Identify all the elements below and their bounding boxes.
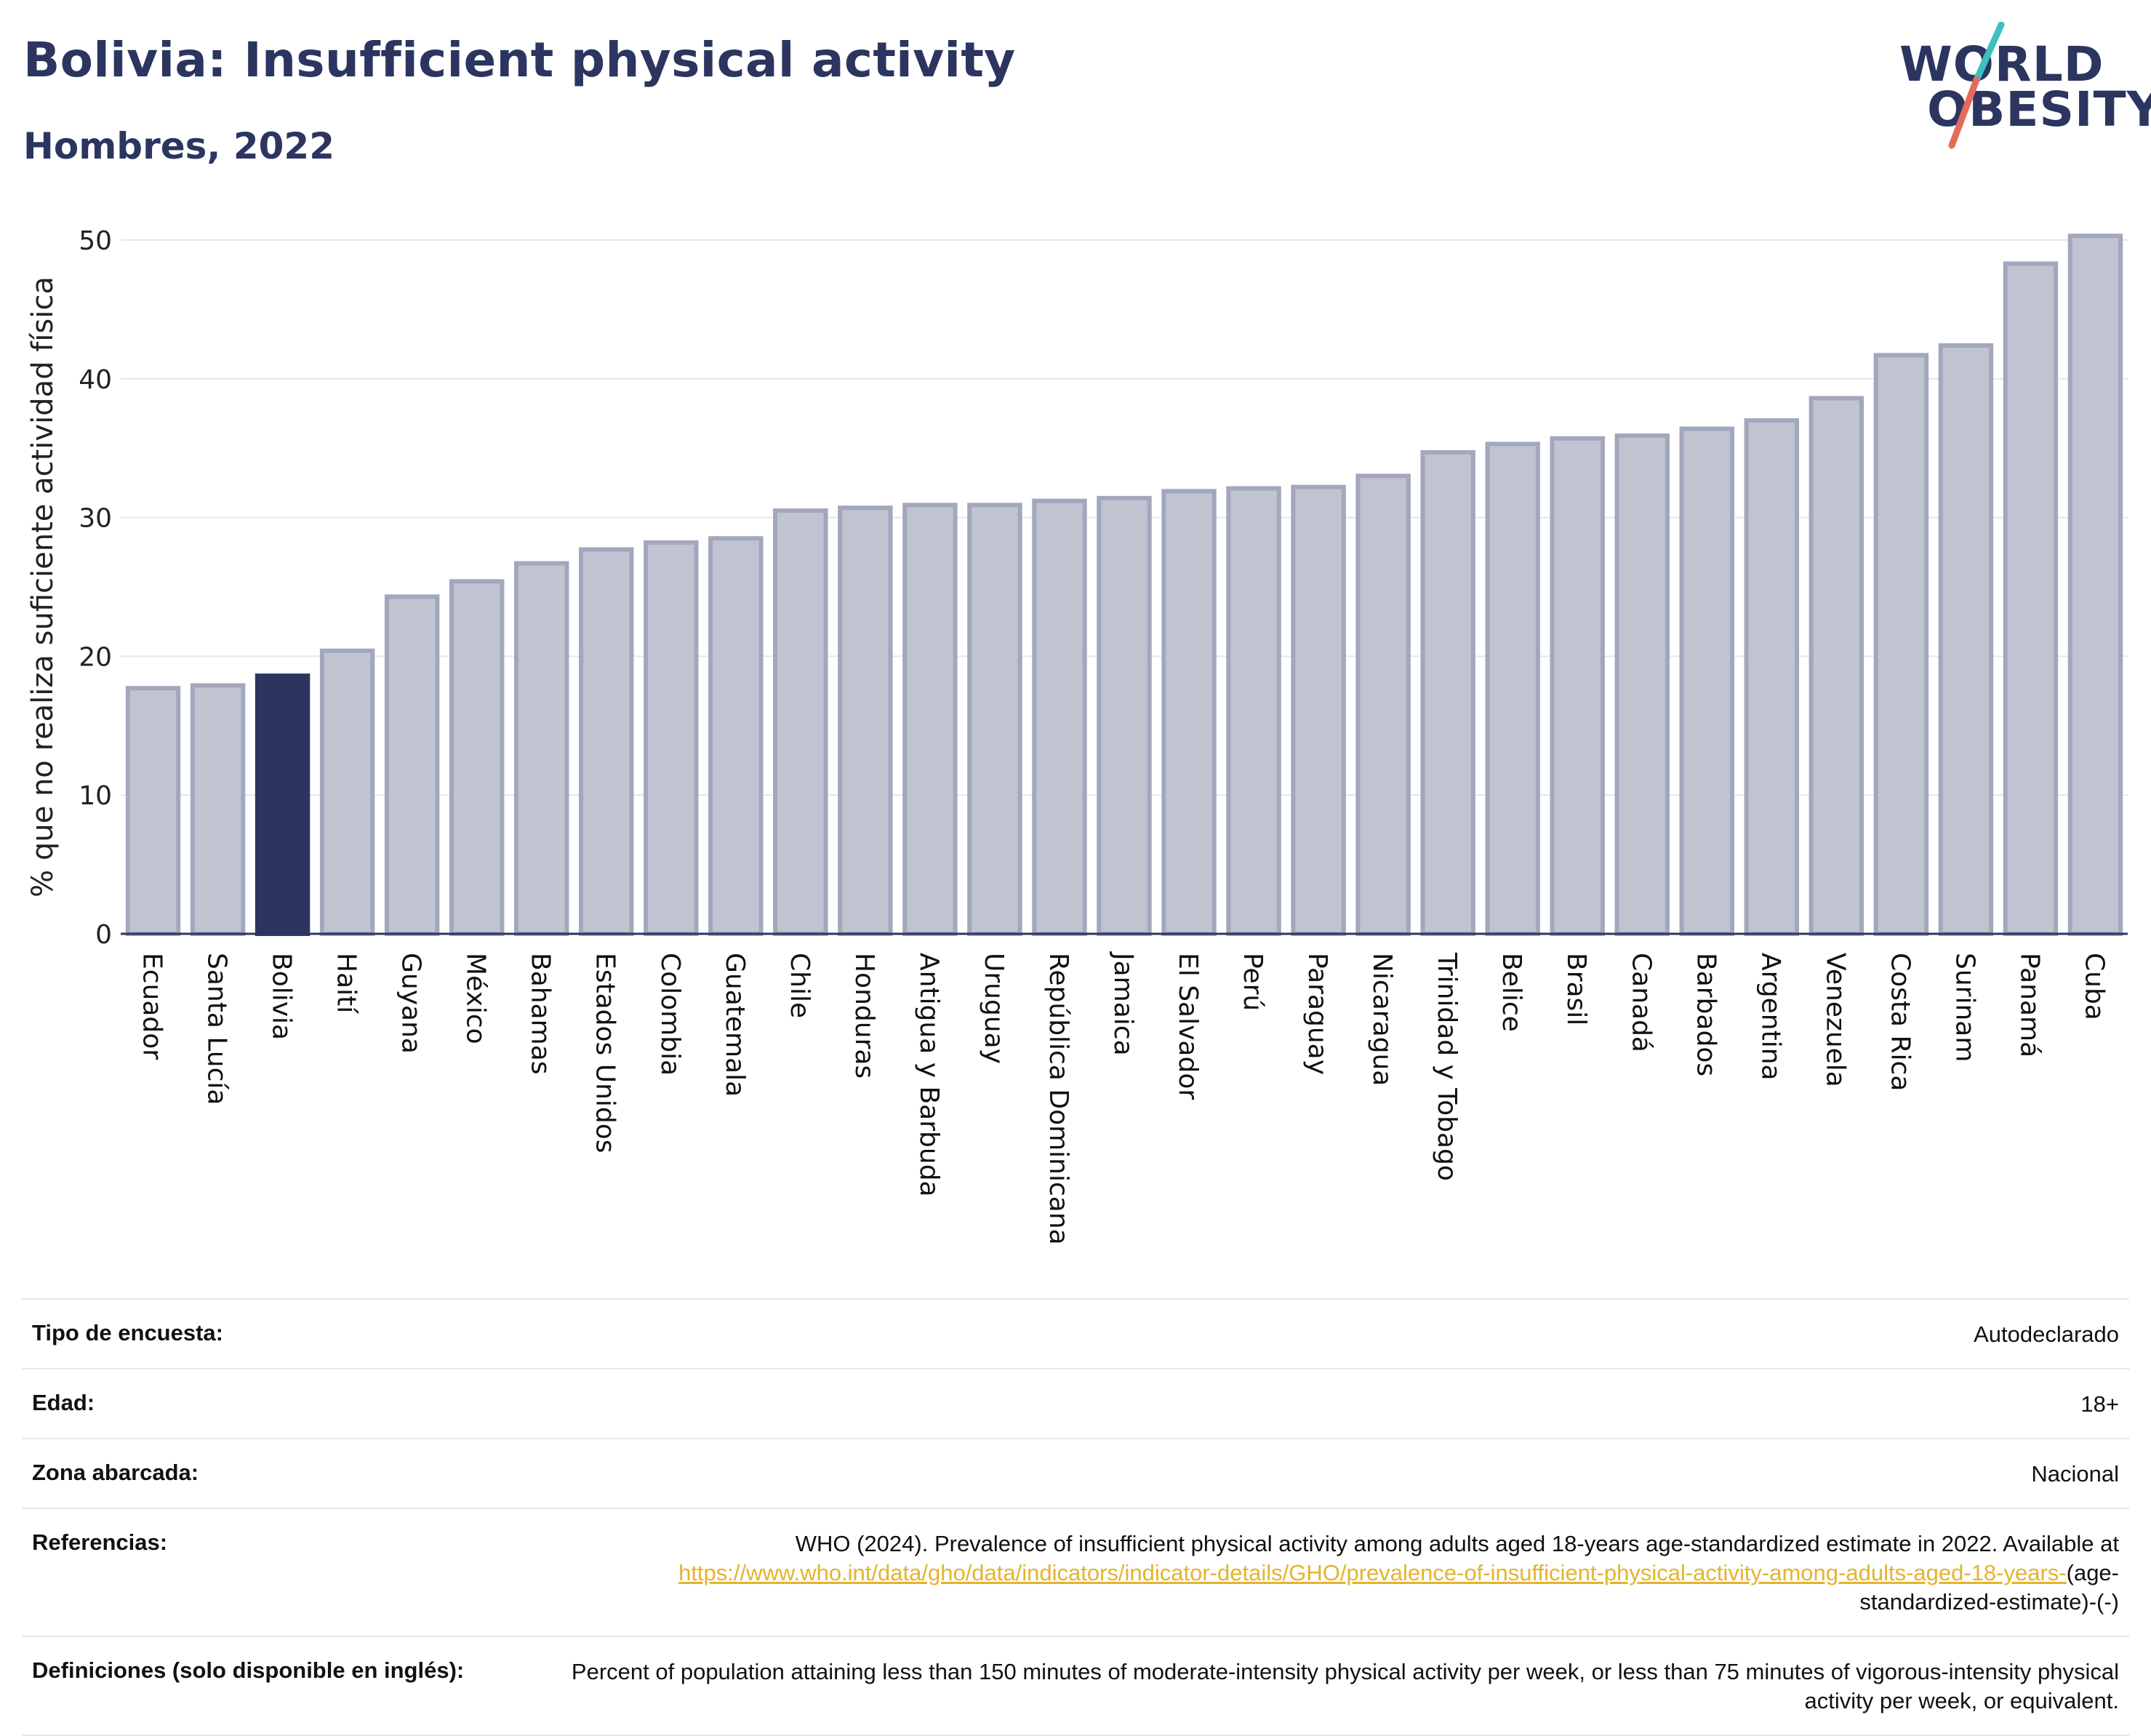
- bars: [125, 233, 2123, 937]
- bar: [1161, 489, 1217, 936]
- bar: [449, 579, 505, 936]
- bar: [708, 536, 764, 937]
- x-tick-label: Panamá: [2014, 953, 2044, 1057]
- bar: [1873, 353, 1929, 936]
- x-tick-label: Estados Unidos: [590, 953, 620, 1153]
- bar: [2003, 261, 2059, 937]
- bar: [579, 547, 634, 936]
- reference-tail: (age-standardized-estimate)-(-): [1859, 1560, 2119, 1615]
- y-axis-ticks: 0 10 20 30 40 50: [79, 226, 112, 950]
- x-tick-label: Argentina: [1755, 953, 1785, 1081]
- x-tick-label: Surinam: [1950, 953, 1979, 1062]
- x-tick-label: Haití: [332, 953, 361, 1014]
- bar: [773, 508, 828, 936]
- bar: [125, 686, 181, 936]
- definitions-value: Percent of population attaining less tha…: [571, 1659, 2119, 1713]
- bar: [838, 505, 893, 936]
- y-tick-label: 10: [79, 781, 112, 811]
- bar: [902, 503, 958, 937]
- x-tick-label: Nicaragua: [1367, 953, 1397, 1086]
- y-tick-label: 50: [79, 226, 112, 256]
- bar-highlighted: [255, 673, 311, 936]
- bar: [1355, 473, 1411, 936]
- survey-type-label: Tipo de encuesta:: [32, 1320, 223, 1345]
- bar: [1291, 484, 1346, 936]
- x-tick-label: El Salvador: [1173, 953, 1203, 1100]
- references-value: WHO (2024). Prevalence of insufficient p…: [556, 1529, 2119, 1617]
- bar: [319, 648, 375, 936]
- x-tick-label: Costa Rica: [1885, 953, 1915, 1091]
- x-tick-label: Guyana: [396, 953, 426, 1054]
- page-subtitle: Hombres, 2022: [23, 125, 335, 167]
- x-tick-label: Trinidad y Tobago: [1432, 952, 1462, 1181]
- y-tick-label: 20: [79, 642, 112, 672]
- logo-slash-icon: [1948, 22, 2005, 149]
- bar: [1097, 495, 1152, 936]
- x-tick-label: Brasil: [1561, 953, 1591, 1025]
- x-tick-label: Colombia: [655, 953, 685, 1076]
- info-row-definitions: Definiciones (solo disponible en inglés)…: [22, 1636, 2129, 1736]
- x-tick-label: México: [461, 953, 491, 1044]
- x-tick-label: Bahamas: [526, 953, 556, 1075]
- bar: [2067, 233, 2123, 936]
- bar: [1550, 436, 1605, 936]
- bar: [1420, 449, 1475, 936]
- references-label: Referencias:: [32, 1529, 168, 1555]
- bar: [1808, 396, 1864, 936]
- bar: [513, 561, 569, 937]
- x-tick-label: Barbados: [1691, 953, 1721, 1076]
- x-tick-label: Paraguay: [1302, 953, 1332, 1075]
- x-axis-tick-labels: Ecuador Santa Lucía Bolivia Haití Guyana Méxi…: [137, 951, 2110, 1245]
- bar: [1226, 486, 1281, 937]
- x-tick-label: Guatemala: [720, 953, 750, 1097]
- x-tick-label: Santa Lucía: [202, 953, 232, 1105]
- bar: [644, 540, 699, 937]
- age-label: Edad:: [32, 1390, 95, 1415]
- x-tick-label: Antigua y Barbuda: [914, 953, 944, 1197]
- bar: [1744, 418, 1800, 937]
- x-tick-label: Uruguay: [979, 953, 1009, 1064]
- reference-text: WHO (2024). Prevalence of insufficient p…: [795, 1531, 2119, 1556]
- bar: [967, 503, 1022, 937]
- info-table: Tipo de encuesta: Autodeclarado Edad: 18…: [22, 1298, 2129, 1736]
- bar: [384, 594, 440, 937]
- y-axis-label: % que no realiza suficiente actividad fí…: [26, 276, 60, 897]
- bar: [1614, 433, 1670, 936]
- bar: [190, 683, 246, 937]
- x-tick-label: Bolivia: [267, 953, 297, 1040]
- survey-type-value: Autodeclarado: [1974, 1321, 2119, 1347]
- x-tick-label: Belice: [1497, 953, 1526, 1032]
- area-label: Zona abarcada:: [32, 1460, 199, 1485]
- x-tick-label: Jamaica: [1108, 951, 1138, 1056]
- y-tick-label: 40: [79, 365, 112, 395]
- x-tick-label: Perú: [1238, 953, 1267, 1011]
- world-obesity-logo: WORLD OBESITY: [1891, 22, 2151, 153]
- definitions-label: Definiciones (solo disponible en inglés)…: [32, 1657, 465, 1683]
- bar: [1485, 441, 1540, 936]
- x-tick-label: República Dominicana: [1044, 953, 1073, 1245]
- x-tick-label: Chile: [785, 953, 814, 1018]
- info-row-references: Referencias: WHO (2024). Prevalence of i…: [22, 1508, 2129, 1636]
- bar: [1938, 343, 1994, 936]
- reference-link[interactable]: https://www.who.int/data/gho/data/indica…: [678, 1560, 2067, 1585]
- x-tick-label: Ecuador: [137, 953, 167, 1060]
- bar-chart: 0 10 20 30 40 50 Ecuador Santa Lucía Bolivia Hai…: [26, 226, 2128, 1245]
- bar: [1679, 426, 1735, 937]
- x-tick-label: Cuba: [2079, 953, 2109, 1020]
- x-tick-label: Honduras: [849, 953, 879, 1079]
- y-tick-label: 30: [79, 504, 112, 534]
- area-value: Nacional: [2031, 1461, 2119, 1487]
- bar: [1032, 498, 1087, 937]
- page-title: Bolivia: Insufficient physical activity: [23, 32, 1016, 88]
- logo-line-1: WORLD: [1899, 36, 2104, 92]
- x-tick-label: Canadá: [1626, 953, 1656, 1052]
- age-value: 18+: [2080, 1391, 2119, 1417]
- info-row-survey: Tipo de encuesta: Autodeclarado: [22, 1298, 2129, 1368]
- y-tick-label: 0: [95, 920, 112, 950]
- info-row-area: Zona abarcada: Nacional: [22, 1438, 2129, 1508]
- info-row-age: Edad: 18+: [22, 1368, 2129, 1438]
- x-tick-label: Venezuela: [1820, 953, 1850, 1087]
